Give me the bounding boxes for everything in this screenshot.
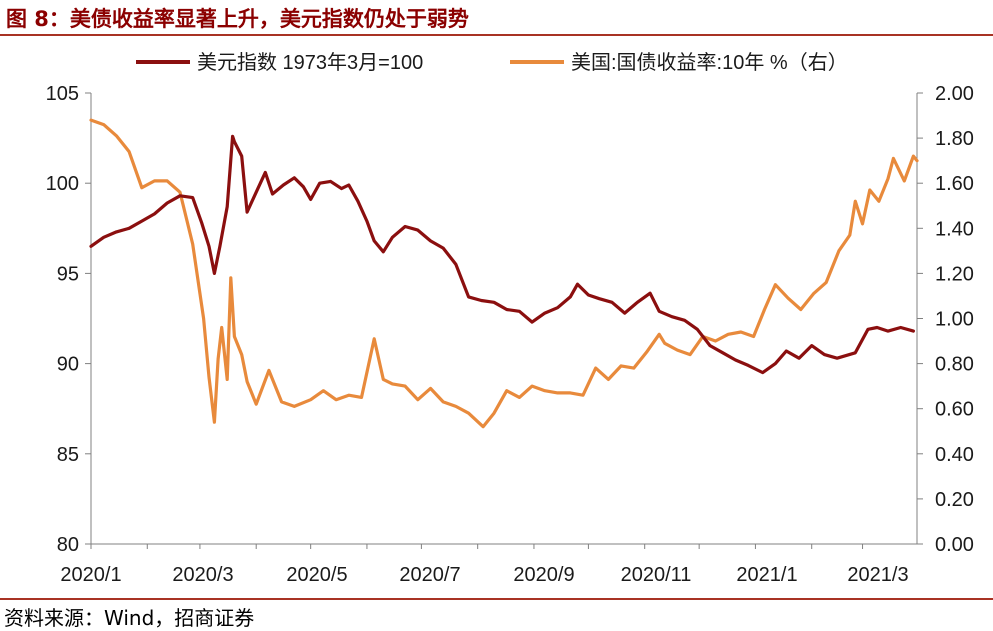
source-divider [0,598,993,600]
x-tick-label: 2020/1 [60,564,121,586]
y-left-tick-label: 85 [57,444,79,466]
x-tick-label: 2020/3 [172,564,233,586]
legend: 美元指数 1973年3月=100 美国:国债收益率:10年 %（右） [136,51,848,74]
title-divider [0,34,993,36]
y-right-tick-label: 1.00 [935,309,974,331]
y-right-tick-label: 1.40 [935,218,974,240]
x-tick-label: 2021/3 [847,564,908,586]
y-right-tick-label: 0.80 [935,354,974,376]
y-right-tick-label: 2.00 [935,83,974,105]
series-line-treasury-yield [89,118,919,429]
y-left-tick-label: 80 [57,534,79,556]
line-chart: 美元指数 1973年3月=100 美国:国债收益率:10年 %（右） 80 85 90… [46,51,974,586]
series-line-dollar-index [89,134,916,375]
y-right-tick-label: 1.60 [935,173,974,195]
x-tick-label: 2020/5 [286,564,347,586]
x-tick-label: 2020/9 [513,564,574,586]
figure-title: 图 8：美债收益率显著上升，美元指数仍处于弱势 [6,7,469,31]
x-tick-label: 2020/7 [399,564,460,586]
y-right-tick-label: 0.20 [935,489,974,511]
axes: 80 85 90 95 100 105 0.00 0.20 0.40 0.60 0.80 1.00 1.… [46,83,974,586]
y-left-tick-label: 105 [46,83,79,105]
y-right-tick-label: 0.60 [935,399,974,421]
y-right-tick-label: 0.00 [935,534,974,556]
y-right-tick-label: 1.20 [935,263,974,285]
y-left-tick-label: 95 [57,263,79,285]
series-lines [89,118,919,429]
x-tick-label: 2020/11 [621,564,692,586]
y-left-tick-label: 90 [57,354,79,376]
y-right-tick-label: 1.80 [935,128,974,150]
legend-label-treasury-yield: 美国:国债收益率:10年 %（右） [571,51,848,74]
source-note: 资料来源：Wind，招商证券 [4,606,255,630]
y-right-tick-label: 0.40 [935,444,974,466]
legend-label-dollar-index: 美元指数 1973年3月=100 [197,51,423,74]
x-tick-label: 2021/1 [736,564,797,586]
y-left-tick-label: 100 [46,173,79,195]
